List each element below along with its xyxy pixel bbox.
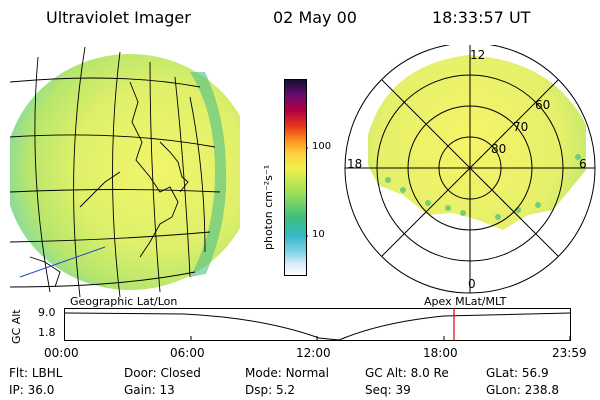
colorbar	[284, 79, 308, 276]
info-seq-value: 39	[395, 383, 411, 397]
mlt-spokes	[345, 45, 595, 293]
mlt-label-top: 12	[470, 48, 486, 62]
info-gc-alt: GC Alt: 8.0 Re	[365, 366, 449, 380]
info-gc-alt-label: GC Alt:	[365, 366, 407, 380]
mlt-label-left: 18	[347, 157, 363, 171]
info-flt-value: LBHL	[31, 366, 63, 380]
time-label: 18:33:57 UT	[432, 8, 531, 27]
polar-plot	[344, 45, 596, 294]
info-gain-label: Gain:	[124, 383, 156, 397]
orbit-altitude-curve	[64, 312, 571, 341]
orbit-x-tick-0000: 00:00	[44, 346, 79, 360]
orbit-y-tick-high: 9.0	[38, 306, 56, 319]
earth-disk	[10, 54, 240, 290]
orbit-x-tick-2359: 23:59	[552, 346, 587, 360]
info-glat: GLat: 56.9	[486, 366, 549, 380]
info-glon-value: 238.8	[524, 383, 559, 397]
date-label: 02 May 00	[273, 8, 357, 27]
orbit-x-tick-0600: 06:00	[170, 346, 205, 360]
info-glon-label: GLon:	[486, 383, 521, 397]
info-ip: IP: 36.0	[9, 383, 54, 397]
info-glat-label: GLat:	[486, 366, 519, 380]
orbit-plot-frame	[64, 308, 571, 341]
orbit-y-axis-label: GC Alt	[10, 309, 23, 344]
mlt-label-bottom: 0	[468, 277, 476, 291]
orbit-y-tick-low: 1.8	[38, 326, 56, 339]
magnetic-caption: Apex MLat/MLT	[424, 295, 507, 308]
coastlines	[29, 81, 189, 288]
info-door-value: Closed	[160, 366, 201, 380]
orbit-x-tick-1200: 12:00	[296, 346, 331, 360]
info-gain-value: 13	[159, 383, 175, 397]
parallel-lines	[10, 77, 221, 288]
info-seq: Seq: 39	[365, 383, 411, 397]
terminator-line	[19, 246, 106, 278]
info-glon: GLon: 238.8	[486, 383, 559, 397]
info-mode-label: Mode:	[245, 366, 282, 380]
orbit-altitude-plot	[64, 308, 571, 341]
dayside-limb-emission	[190, 72, 227, 277]
orbit-x-tick-1800: 18:00	[423, 346, 458, 360]
info-door-label: Door:	[124, 366, 157, 380]
info-ip-label: IP:	[9, 383, 24, 397]
info-glat-value: 56.9	[521, 366, 549, 380]
info-dsp-value: 5.2	[275, 383, 296, 397]
instrument-title: Ultraviolet Imager	[46, 8, 191, 27]
lat-label-70: 70	[513, 120, 529, 134]
mlt-label-right: 6	[579, 157, 587, 171]
info-gain: Gain: 13	[124, 383, 175, 397]
info-flt: Flt: LBHL	[9, 366, 62, 380]
info-ip-value: 36.0	[27, 383, 55, 397]
info-mode-value: Normal	[285, 366, 329, 380]
info-dsp: Dsp: 5.2	[245, 383, 295, 397]
info-door: Door: Closed	[124, 366, 201, 380]
info-gc-alt-value: 8.0 Re	[410, 366, 449, 380]
info-mode: Mode: Normal	[245, 366, 329, 380]
geographic-image	[10, 46, 240, 297]
colorbar-unit-label: photon cm⁻²s⁻¹	[262, 164, 275, 250]
colorbar-tick-100: 100	[312, 141, 332, 152]
lat-label-80: 80	[491, 142, 507, 156]
info-dsp-label: Dsp:	[245, 383, 273, 397]
info-flt-label: Flt:	[9, 366, 28, 380]
colorbar-tick-10: 10	[312, 229, 325, 240]
lat-label-60: 60	[535, 98, 551, 112]
info-seq-label: Seq:	[365, 383, 392, 397]
geographic-caption: Geographic Lat/Lon	[70, 295, 178, 308]
